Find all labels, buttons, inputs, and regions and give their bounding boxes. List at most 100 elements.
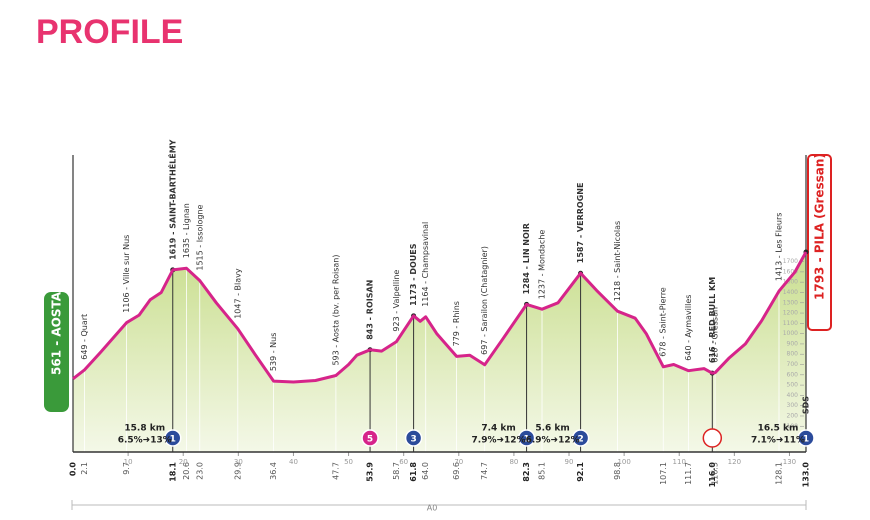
y-tick-label: 1700 [783,258,798,265]
waypoint-label: 649 - Quart [80,314,89,360]
y-tick-label: 1300 [783,299,798,306]
category-label: 1 [803,435,809,445]
x-tick-label: 90 [565,458,574,466]
sds-note: SDS [802,396,811,414]
y-tick-label: 400 [787,392,799,399]
y-tick-label: 200 [787,412,799,419]
category-marker [361,429,379,447]
category-label: 5 [367,435,373,445]
km-label: 0.0 [69,462,78,477]
x-tick-label: 130 [783,458,796,466]
category-label: 1 [523,435,529,445]
y-tick-label: 900 [787,340,799,347]
waypoint-label: 1635 - Lignan [182,203,191,258]
category-marker [797,429,815,447]
elevation-area [73,252,806,452]
x-tick-label: 80 [509,458,518,466]
km-label: 69.6 [452,462,461,480]
category-marker [517,429,536,447]
road-label: A0 [427,504,438,513]
km-label: 92.1 [576,462,585,482]
climb-length: 5.6 km [535,424,569,434]
red-bull-icon [702,428,723,448]
y-tick-label: 1400 [783,289,798,296]
category-label: 3 [410,435,416,445]
climb-gradient: 6.9%➜12% [526,436,580,446]
waypoint-label: 779 - Rhins [452,301,461,346]
category-label: 1 [170,435,176,445]
km-label: 64.0 [421,462,430,480]
waypoint-label: 843 - ROISAN [366,280,375,340]
waypoint-label: 923 - Valpelline [392,270,401,332]
waypoint-label: 1047 - Blavy [233,268,242,319]
waypoint-label: 697 - Sarailon (Chatagnier) [480,246,489,355]
km-label: 2.1 [80,462,89,475]
waypoint-label: 678 - Saint-Pierre [659,287,668,357]
km-label: 29.9 [233,462,242,480]
y-tick-label: 1000 [783,330,798,337]
climb-length: 15.8 km [124,424,165,434]
climb-length: 7.4 km [481,424,515,434]
elevation-line [72,251,808,384]
waypoint-label: 1237 - Mondache [538,230,547,300]
waypoint-label: 1218 - Saint-Nicolas [613,221,622,301]
waypoint-label: 1284 - LIN NOIR [522,223,531,294]
waypoint-label: 1587 - VERROGNE [576,183,585,264]
x-tick-label: 50 [344,458,353,466]
y-tick-label: 800 [787,351,799,358]
x-tick-label: 40 [289,458,298,466]
y-tick-label: 1200 [783,310,798,317]
y-tick-label: 700 [787,361,799,368]
km-label: 47.7 [331,462,340,480]
y-tick-label: 100 [787,423,799,430]
km-label: 61.8 [409,462,418,482]
y-tick-label: 300 [787,402,799,409]
finish-label: 1793 - PILA (Gressan) [813,153,827,300]
waypoint-label: 1619 - SAINT-BARTHÉLÉMY [166,139,177,260]
waypoint-label: 616 - RED BULL KM [708,277,717,363]
x-tick-label: 10 [124,458,133,466]
category-label: 2 [577,435,583,445]
category-marker [164,429,182,447]
waypoint-label: 1164 - Champsavinal [421,222,430,307]
y-tick-label: 1500 [783,279,798,286]
category-marker [571,429,590,447]
x-tick-label: 120 [728,458,741,466]
km-label: 74.7 [480,462,489,480]
km-label: 9.7 [122,462,131,475]
y-tick-label: 1100 [783,320,798,327]
waypoint-label: 640 - Aymavilles [684,295,693,361]
waypoint-label: 1413 - Les Fleurs [774,213,783,282]
km-label: 53.9 [366,462,375,482]
waypoint-label: 593 - Aosta (bv. per Roisan) [331,254,340,365]
x-tick-label: 100 [617,458,630,466]
category-marker [404,429,423,447]
climb-gradient: 6.5%➜13% [118,436,172,446]
climb-length: 16.5 km [758,424,799,434]
y-tick-label: 1600 [783,268,798,275]
waypoint-label: 1106 - Ville sur Nus [122,235,131,313]
km-label: 98.8 [613,462,622,480]
km-label: 82.3 [522,462,531,482]
climb-gradient: 7.1%➜11% [751,436,805,446]
km-label: 128.1 [774,462,783,485]
km-label: 23.0 [195,462,204,480]
chart-title: PROFILE [36,13,183,51]
km-label: 116.5 [711,462,720,485]
waypoint-label: 1515 - Issologne [195,204,204,270]
km-label: 20.6 [182,462,191,480]
x-tick-label: 70 [454,458,463,466]
km-label: 116.0 [708,462,717,488]
km-label: 58.7 [392,462,401,480]
waypoint-label: 1173 - DOUES [409,243,418,306]
start-label: 561 - AOSTA [50,291,64,375]
x-tick-label: 30 [234,458,243,466]
waypoint-label: 620 - Gressan [711,307,720,363]
x-tick-label: 60 [399,458,408,466]
x-tick-label: 20 [179,458,188,466]
start-box [44,292,69,412]
y-tick-label: 500 [787,382,799,389]
km-label: 133.0 [802,462,811,488]
km-label: 107.1 [659,462,668,485]
